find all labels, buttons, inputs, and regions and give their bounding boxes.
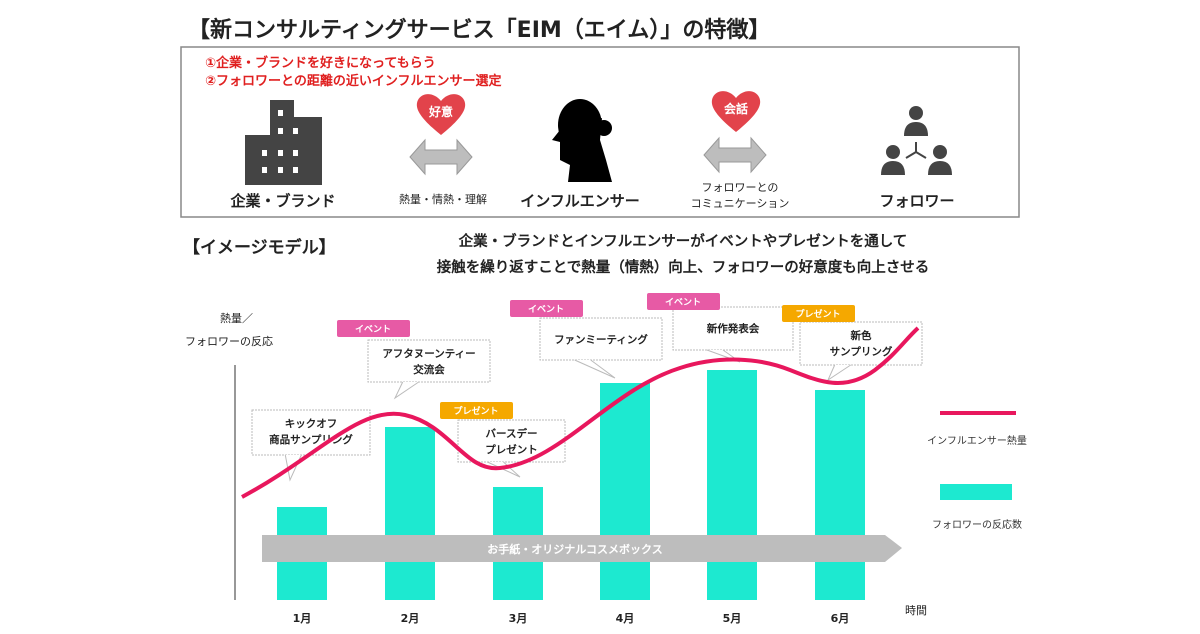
callout: ファンミーティング イベント	[510, 300, 663, 379]
callout-text-1: ファンミーティング	[554, 333, 648, 346]
legend-label-heat: インフルエンサー熱量	[927, 434, 1027, 447]
x-tick-label: 3月	[509, 612, 528, 625]
model-subtitle-1: 企業・ブランドとインフルエンサーがイベントやプレゼントを通して	[458, 232, 908, 250]
heart-icon	[711, 91, 761, 132]
callout-tag	[782, 305, 855, 322]
legend-label-followers: フォロワーの反応数	[932, 518, 1022, 531]
callout-text-1: キックオフ	[285, 418, 338, 430]
model-heading: 【イメージモデル】	[183, 237, 336, 258]
link-label-communication-2: コミュニケーション	[691, 197, 790, 210]
feature-point-2: ②フォロワーとの距離の近いインフルエンサー選定	[205, 73, 502, 89]
feature-point-1: ①企業・ブランドを好きになってもらう	[205, 55, 436, 71]
x-tick-label: 1月	[293, 612, 312, 625]
x-tick-label: 4月	[616, 612, 635, 625]
callout-bubble	[367, 339, 491, 383]
x-axis-label: 時間	[905, 604, 927, 617]
x-tick-label: 6月	[831, 612, 850, 625]
bar-6月	[815, 390, 865, 600]
callout-text-1: 新作発表会	[707, 322, 760, 335]
influencer-silhouette-icon	[552, 99, 612, 182]
callout-tag-label: プレゼント	[453, 405, 498, 417]
heart-label-conversation: 会話	[724, 101, 748, 116]
callout-tag-label: イベント	[665, 297, 701, 308]
callout-tail	[826, 364, 851, 382]
callout-tag-label: イベント	[355, 324, 391, 335]
callout-tag	[440, 402, 513, 419]
callout-text-1: アフタヌーンティー	[382, 348, 475, 360]
callout-tag	[647, 293, 720, 310]
callout-tag	[510, 300, 583, 317]
callout: 新作発表会 イベント	[647, 293, 794, 363]
callout-text-2: 商品サンプリング	[269, 433, 353, 446]
callout-text-1: バースデー	[486, 427, 538, 440]
band-label: お手紙・オリジナルコスメボックス	[487, 542, 662, 556]
node-follower: フォロワー	[879, 192, 954, 210]
callout-bubble	[672, 306, 794, 351]
y-axis-label-1: 熱量／	[220, 312, 253, 325]
building-icon	[245, 100, 322, 185]
callout-text-2: サンプリング	[830, 345, 893, 358]
node-brand: 企業・ブランド	[229, 192, 335, 210]
heart-label-goodwill: 好意	[428, 104, 453, 119]
double-arrow-icon	[409, 138, 473, 176]
double-arrow-icon	[703, 136, 767, 174]
callout-tail	[393, 381, 419, 400]
influencer-heat-line	[241, 326, 920, 499]
heart-icon	[416, 94, 466, 135]
page-title: 【新コンサルティングサービス「EIM（エイム）」の特徴】	[188, 17, 770, 43]
y-axis-label-2: フォロワーの反応	[185, 334, 273, 348]
bar-2月	[385, 427, 435, 600]
callout-tag-label: イベント	[528, 304, 564, 315]
model-subtitle-2: 接触を繰り返すことで熱量（情熱）向上、フォロワーの好意度も向上させる	[437, 258, 930, 276]
bar-4月	[600, 383, 650, 600]
callout-bubble	[251, 409, 371, 456]
callout-tag-label: プレゼント	[795, 308, 840, 320]
followers-icon	[881, 106, 952, 175]
callout-text-2: 交流会	[413, 363, 445, 376]
x-tick-label: 5月	[723, 612, 742, 625]
callout-bubble	[539, 317, 663, 361]
node-influencer: インフルエンサー	[520, 192, 640, 210]
bar-5月	[707, 370, 757, 600]
link-label-passion: 熱量・情熱・理解	[399, 192, 487, 206]
legend-bar-swatch	[940, 484, 1012, 500]
cosmetics-box-band	[262, 535, 902, 562]
callout-text-1: 新色	[851, 329, 872, 342]
callout-text-2: プレゼント	[485, 443, 538, 456]
link-label-communication-1: フォロワーとの	[702, 181, 779, 194]
callout-tag	[337, 320, 410, 337]
x-tick-label: 2月	[401, 612, 420, 625]
callout-tail	[574, 359, 616, 379]
